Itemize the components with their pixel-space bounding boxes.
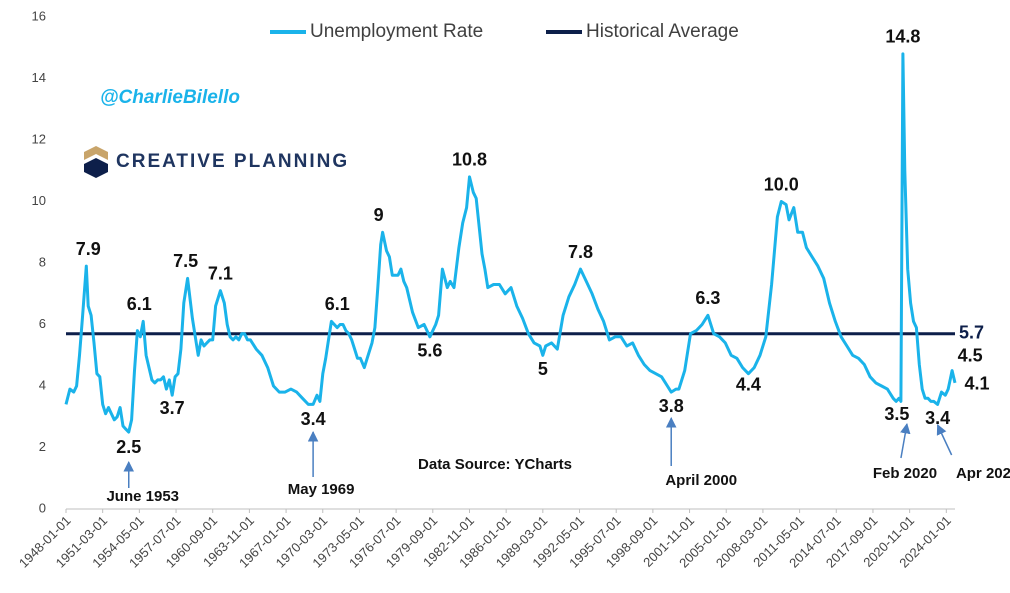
y-tick-label: 10 xyxy=(32,193,46,208)
y-tick-label: 6 xyxy=(39,316,46,331)
data-label: 7.9 xyxy=(76,239,101,259)
data-label: 14.8 xyxy=(885,27,920,47)
callout-label: April 2000 xyxy=(665,472,737,489)
logo-text: CREATIVE PLANNING xyxy=(116,151,349,172)
data-label: 5.6 xyxy=(417,341,442,361)
data-label: 4.1 xyxy=(964,374,989,394)
source-note: Data Source: YCharts xyxy=(418,456,572,473)
data-label: 6.1 xyxy=(127,294,152,314)
data-label: 3.4 xyxy=(925,408,950,428)
data-label: 6.1 xyxy=(325,294,350,314)
average-label: 5.7 xyxy=(959,322,984,342)
data-label: 7.8 xyxy=(568,242,593,262)
data-label: 6.3 xyxy=(695,288,720,308)
data-label: 7.5 xyxy=(173,251,198,271)
callout-label: May 1969 xyxy=(288,481,355,498)
callout-label: June 1953 xyxy=(106,488,179,505)
data-label: 3.5 xyxy=(884,404,909,424)
data-label: 9 xyxy=(374,205,384,225)
data-label: 4.4 xyxy=(736,374,761,394)
y-tick-label: 16 xyxy=(32,8,46,23)
data-label: 2.5 xyxy=(116,437,141,457)
y-tick-label: 8 xyxy=(39,254,46,269)
callout-arrow xyxy=(936,424,953,456)
logo: CREATIVE PLANNING xyxy=(84,146,349,178)
y-tick-label: 14 xyxy=(32,70,46,85)
y-tick-label: 4 xyxy=(39,377,46,392)
data-label: 3.7 xyxy=(160,398,185,418)
data-label: 10.8 xyxy=(452,150,487,170)
y-tick-label: 12 xyxy=(32,131,46,146)
data-label: 5 xyxy=(538,359,548,379)
legend-label: Historical Average xyxy=(586,21,739,42)
data-line xyxy=(64,52,957,434)
legend-label: Unemployment Rate xyxy=(310,21,483,42)
callout-label: Apr 2023 xyxy=(956,465,1010,482)
data-label: 3.8 xyxy=(659,396,684,416)
callout-label: Feb 2020 xyxy=(873,465,937,482)
data-label: 10.0 xyxy=(764,174,799,194)
logo-icon xyxy=(84,146,108,160)
data-label: 4.5 xyxy=(958,345,983,365)
logo-icon xyxy=(84,158,108,178)
y-tick-label: 0 xyxy=(39,500,46,515)
watermark: @CharlieBilello xyxy=(100,87,240,108)
callout-arrow xyxy=(900,422,911,459)
data-label: 7.1 xyxy=(208,263,233,283)
data-label: 3.4 xyxy=(301,409,326,429)
y-tick-label: 2 xyxy=(39,439,46,454)
